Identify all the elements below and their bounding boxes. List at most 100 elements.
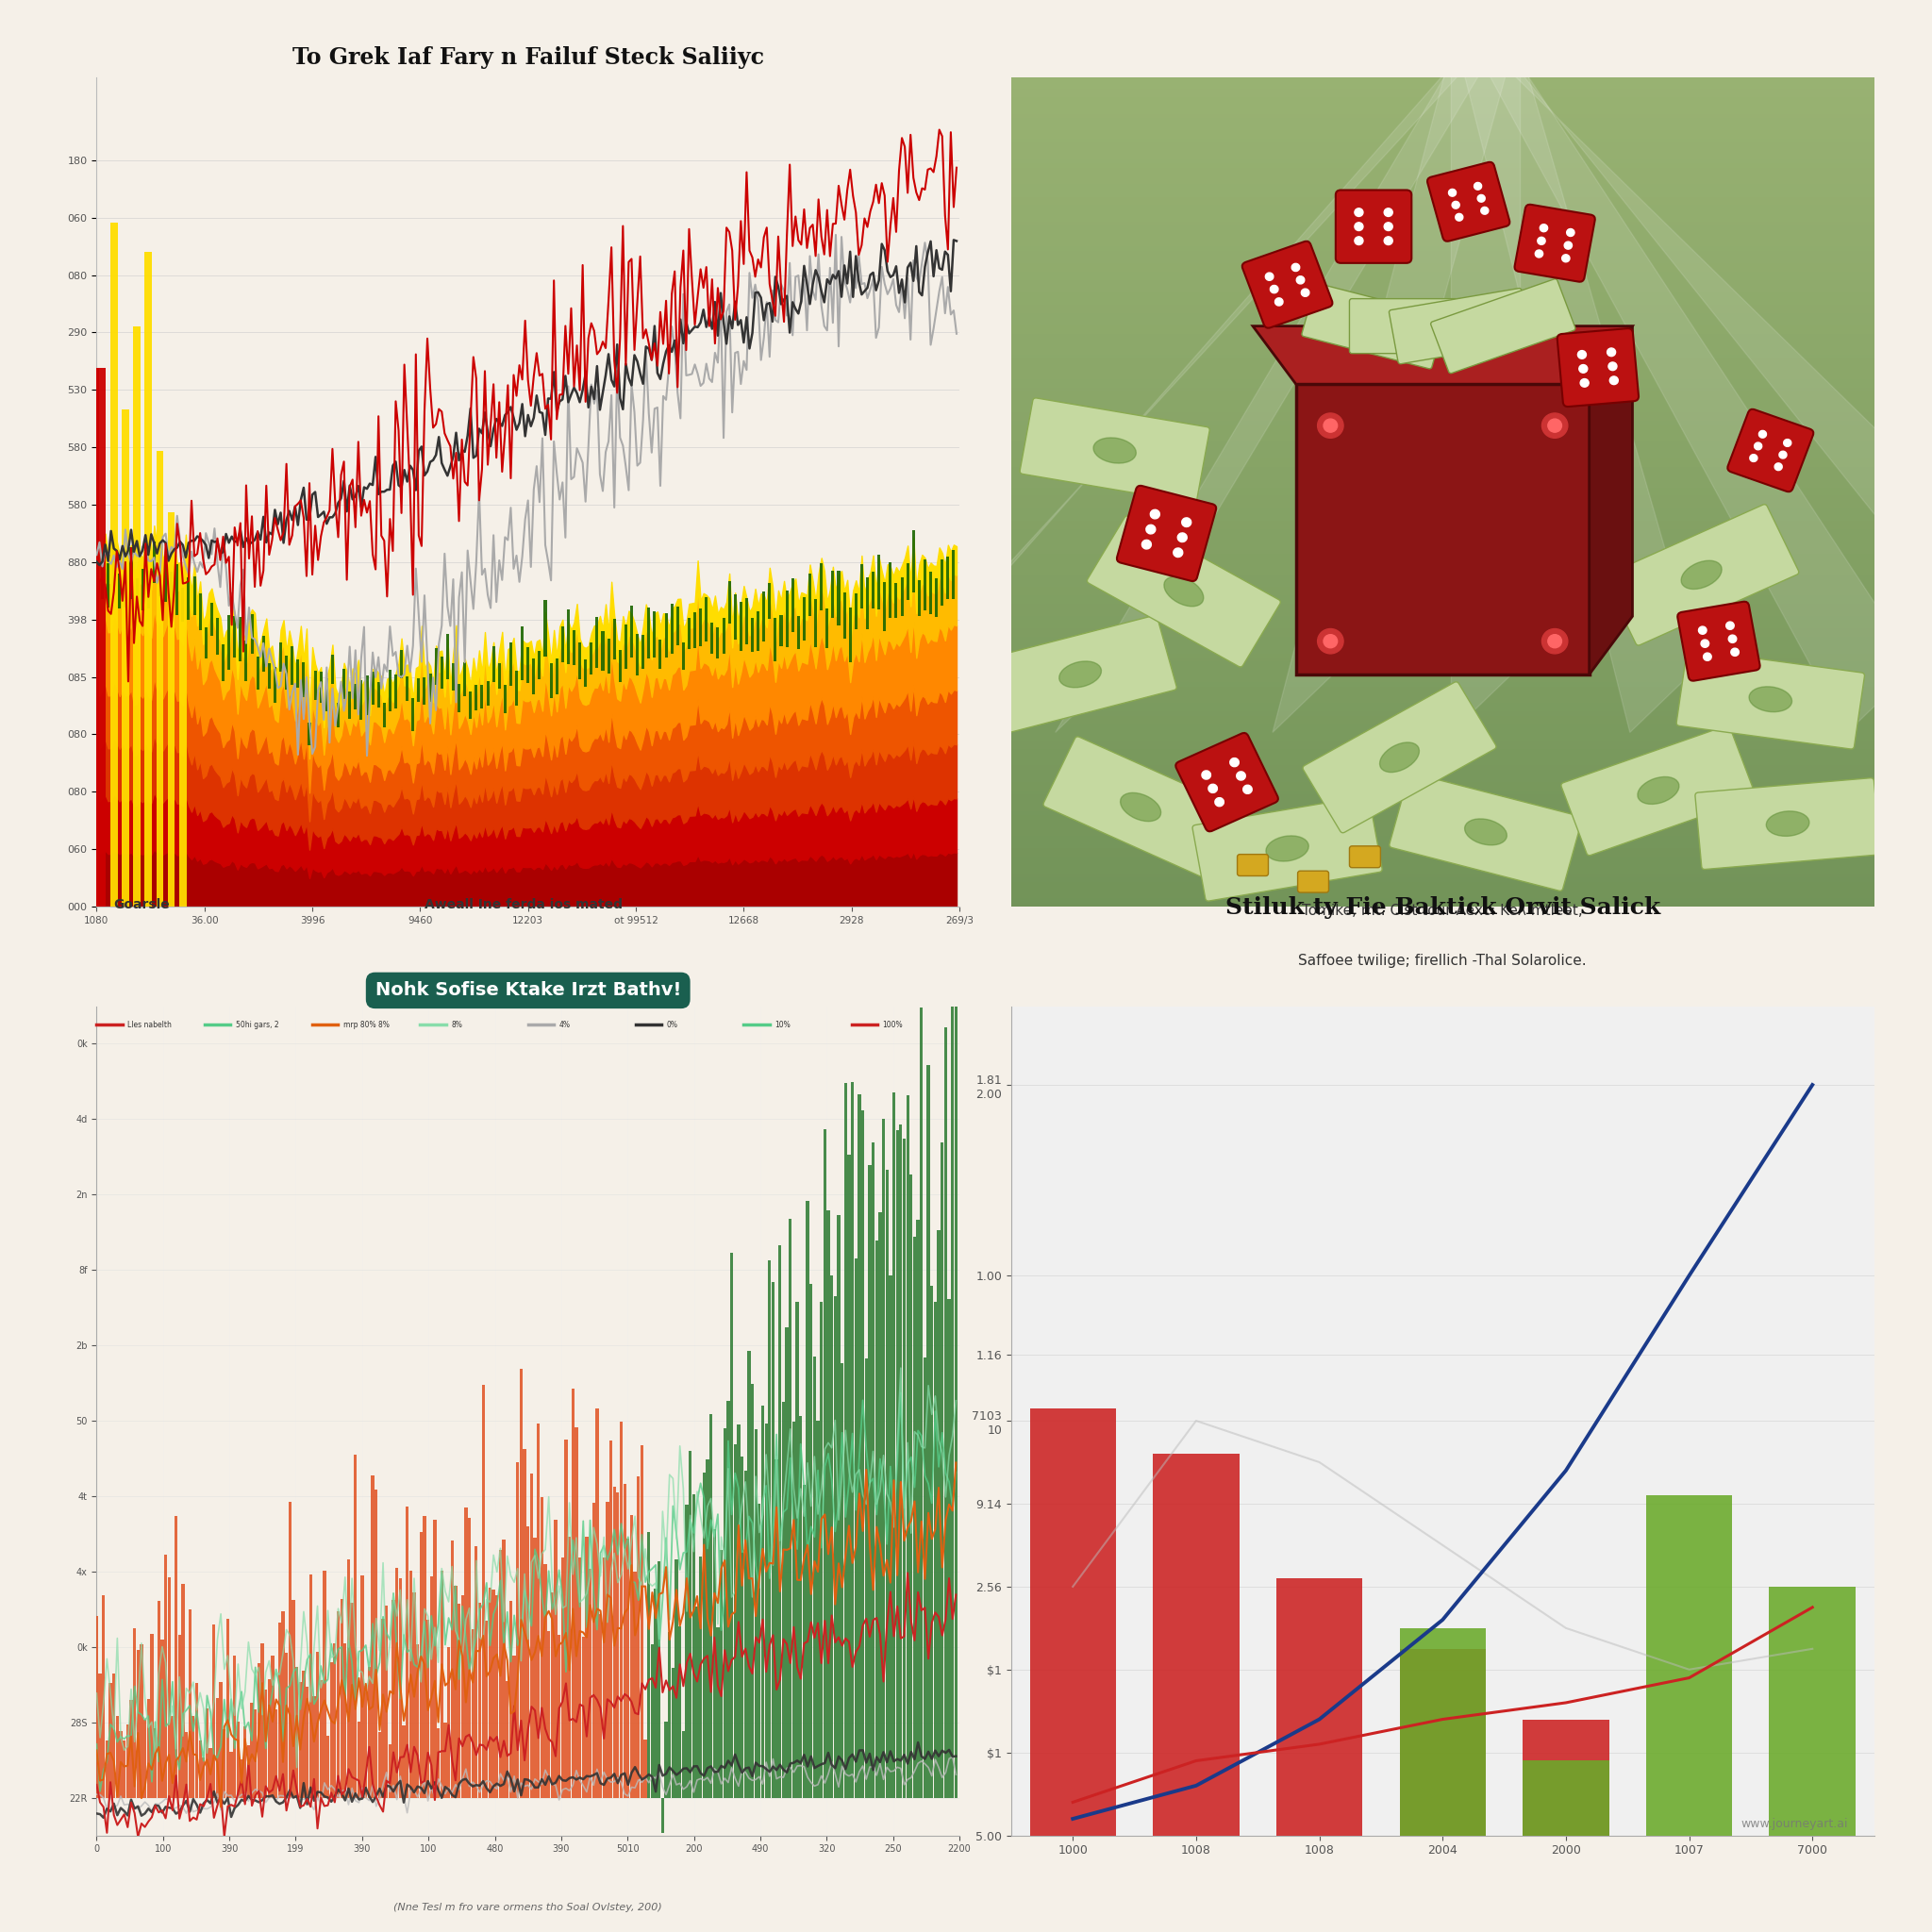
Bar bbox=[402, 1725, 406, 1797]
Bar bbox=[831, 570, 835, 618]
Bar bbox=[871, 1142, 875, 1797]
Bar bbox=[947, 556, 949, 599]
Bar bbox=[301, 663, 305, 697]
Circle shape bbox=[1323, 419, 1337, 433]
Bar bbox=[630, 1515, 634, 1797]
Bar bbox=[945, 1028, 947, 1797]
Bar bbox=[802, 597, 806, 641]
Bar bbox=[668, 1633, 670, 1797]
Bar bbox=[1399, 1629, 1486, 1835]
Bar bbox=[572, 1389, 574, 1797]
Bar bbox=[769, 1260, 771, 1797]
Bar bbox=[164, 1555, 168, 1797]
Bar bbox=[199, 593, 201, 630]
Bar bbox=[765, 1424, 767, 1797]
Bar bbox=[274, 667, 276, 703]
Bar bbox=[99, 367, 106, 906]
Circle shape bbox=[1354, 209, 1364, 216]
Bar bbox=[572, 630, 576, 665]
Bar bbox=[607, 1501, 609, 1797]
Bar bbox=[618, 649, 622, 682]
Circle shape bbox=[1607, 361, 1617, 371]
Bar bbox=[381, 1619, 384, 1797]
Bar bbox=[744, 1470, 748, 1797]
Bar bbox=[1522, 1719, 1609, 1835]
Circle shape bbox=[1754, 442, 1762, 450]
Bar bbox=[383, 703, 386, 726]
Bar bbox=[551, 1592, 554, 1797]
Circle shape bbox=[1142, 539, 1151, 549]
Bar bbox=[761, 1405, 765, 1797]
Bar bbox=[330, 1662, 332, 1797]
Bar bbox=[365, 1687, 367, 1797]
Bar bbox=[344, 1642, 346, 1797]
Bar bbox=[263, 636, 265, 672]
Bar bbox=[234, 1656, 236, 1797]
Bar bbox=[757, 611, 759, 651]
Bar bbox=[253, 1710, 257, 1797]
Bar bbox=[906, 564, 910, 599]
Title: Stiluk ty Fie Baktick Orvit Salick: Stiluk ty Fie Baktick Orvit Salick bbox=[1225, 896, 1660, 920]
Bar bbox=[1277, 1578, 1362, 1835]
Circle shape bbox=[1783, 439, 1791, 446]
Bar bbox=[883, 582, 887, 632]
Bar bbox=[396, 1569, 398, 1797]
Bar bbox=[475, 686, 477, 711]
Ellipse shape bbox=[1681, 560, 1721, 589]
Bar bbox=[881, 1119, 885, 1797]
Bar bbox=[170, 572, 172, 616]
FancyBboxPatch shape bbox=[1236, 854, 1267, 875]
Bar bbox=[437, 1727, 440, 1797]
Bar bbox=[582, 1636, 585, 1797]
Circle shape bbox=[1354, 236, 1364, 245]
Bar bbox=[388, 670, 392, 711]
Bar bbox=[810, 1285, 813, 1797]
Bar bbox=[110, 222, 118, 906]
Bar bbox=[674, 1559, 678, 1797]
Bar bbox=[549, 663, 553, 697]
Circle shape bbox=[1750, 454, 1758, 462]
Bar bbox=[728, 582, 730, 624]
Bar bbox=[699, 1557, 701, 1797]
Bar bbox=[228, 616, 230, 668]
Bar bbox=[1522, 1760, 1609, 1835]
Circle shape bbox=[1150, 510, 1159, 518]
Bar bbox=[788, 1219, 792, 1797]
Bar bbox=[323, 1571, 327, 1797]
Title: Nohk Sofise Ktake Irzt Bathv!: Nohk Sofise Ktake Irzt Bathv! bbox=[375, 981, 680, 999]
Bar bbox=[748, 1350, 750, 1797]
Bar bbox=[450, 1540, 454, 1797]
Bar bbox=[274, 1710, 278, 1797]
Bar bbox=[464, 1507, 468, 1797]
Bar bbox=[446, 1646, 450, 1797]
Bar bbox=[375, 1490, 379, 1797]
Bar bbox=[452, 665, 454, 690]
Bar bbox=[583, 659, 587, 686]
Bar bbox=[288, 1501, 292, 1797]
Bar bbox=[916, 1219, 920, 1797]
Circle shape bbox=[1578, 365, 1588, 373]
Circle shape bbox=[1453, 201, 1459, 209]
Circle shape bbox=[1318, 413, 1343, 439]
Bar bbox=[657, 1561, 661, 1797]
Bar bbox=[510, 1602, 512, 1797]
Circle shape bbox=[1231, 757, 1238, 767]
Bar bbox=[226, 1619, 230, 1797]
Bar bbox=[775, 618, 777, 661]
Bar bbox=[858, 1095, 862, 1797]
Bar bbox=[589, 643, 593, 674]
Bar bbox=[257, 1663, 261, 1797]
Bar bbox=[686, 1505, 688, 1797]
Bar bbox=[240, 616, 242, 661]
Circle shape bbox=[1318, 628, 1343, 653]
Bar bbox=[116, 1716, 120, 1797]
Ellipse shape bbox=[1638, 777, 1679, 804]
Polygon shape bbox=[854, 8, 1503, 732]
Circle shape bbox=[1700, 639, 1710, 647]
Bar bbox=[313, 670, 317, 701]
Bar bbox=[543, 599, 547, 657]
Bar bbox=[296, 1667, 298, 1797]
Bar bbox=[752, 1383, 753, 1797]
Bar bbox=[195, 1683, 199, 1797]
Bar bbox=[740, 1457, 744, 1797]
